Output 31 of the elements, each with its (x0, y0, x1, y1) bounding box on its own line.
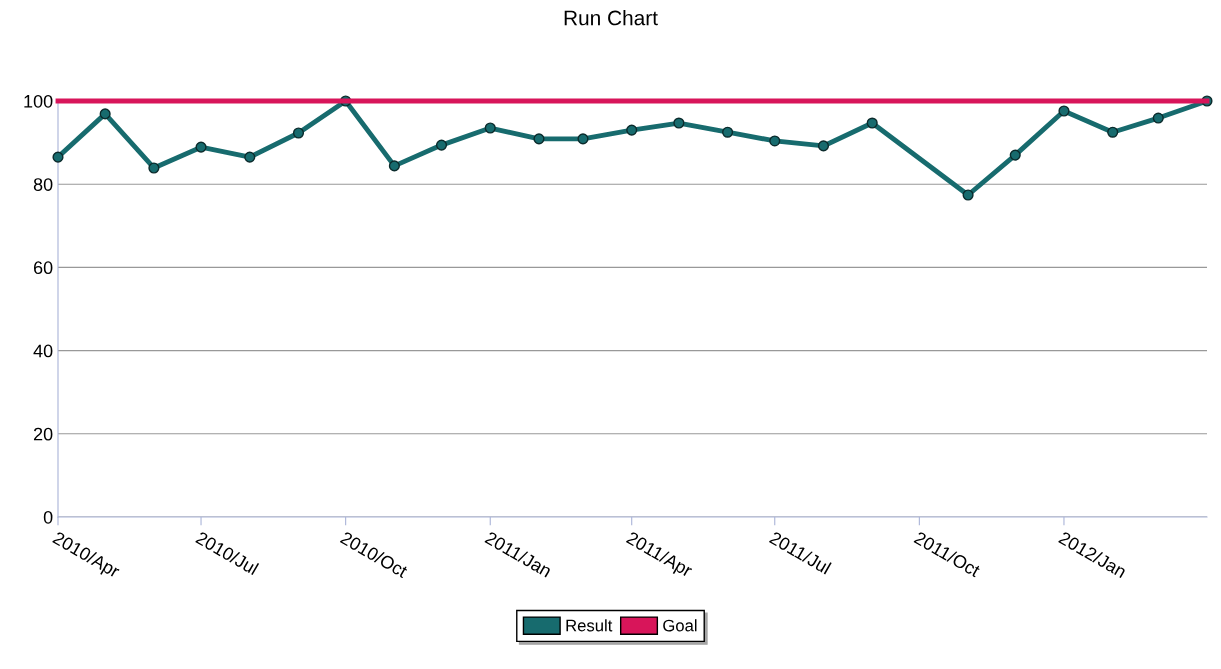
point (52, 151, 64, 163)
point (962, 189, 974, 201)
point (244, 151, 256, 163)
point (533, 133, 545, 145)
legend-label: Goal (663, 619, 697, 632)
point (195, 141, 207, 153)
y-tick-label: 40 (33, 344, 53, 358)
chart-title: Run Chart (564, 10, 658, 26)
y-tick-label: 100 (24, 94, 53, 108)
point (866, 117, 878, 129)
legend-label: Result (566, 619, 613, 632)
point (1009, 149, 1021, 161)
point (817, 140, 830, 152)
y-tick-label: 20 (33, 427, 53, 441)
point (484, 122, 496, 134)
point (388, 160, 400, 172)
y-tick-label: 60 (33, 261, 53, 275)
point (577, 133, 589, 145)
point (292, 127, 305, 139)
y-tick-label: 0 (43, 510, 53, 524)
point (769, 135, 781, 147)
point (99, 108, 111, 120)
point (673, 117, 685, 129)
point (1152, 112, 1164, 124)
y-tick-label: 80 (33, 178, 53, 191)
point (722, 126, 734, 138)
point (1058, 105, 1070, 117)
point (148, 162, 160, 174)
point (626, 124, 638, 136)
point (435, 139, 448, 151)
point (1107, 126, 1119, 138)
